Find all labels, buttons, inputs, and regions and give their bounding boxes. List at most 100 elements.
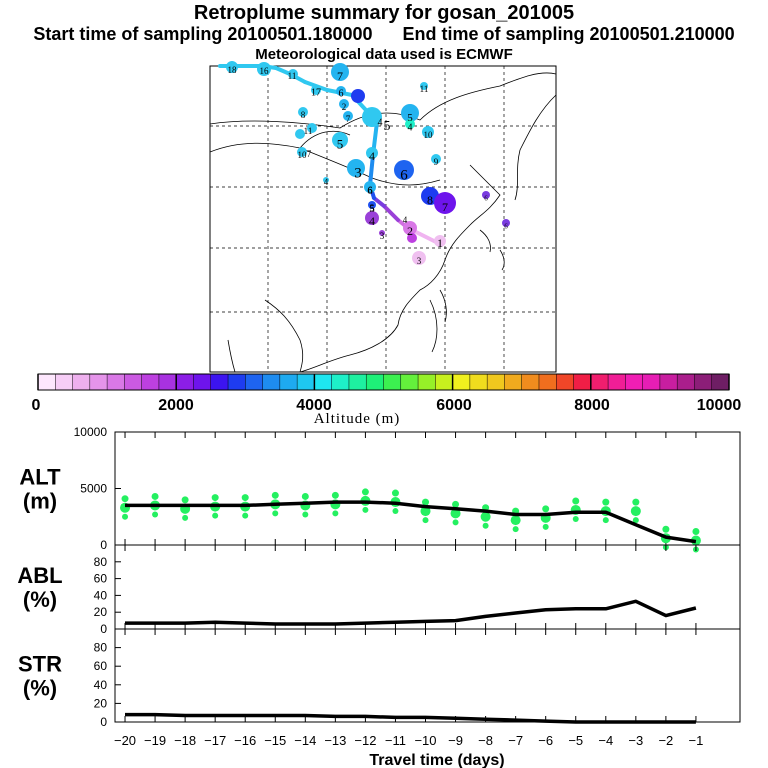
trajectory-cluster-dot-34: [412, 251, 426, 265]
colorbar-swatch-13: [245, 374, 263, 390]
cluster-label-18: 7: [346, 114, 351, 124]
colorbar-tick-10000: 10000: [697, 397, 742, 414]
trajectory-cluster-dot-10: [297, 147, 307, 157]
alt-scatter-dot-lower-13: [482, 522, 489, 529]
alt-scatter-dot-13: [480, 511, 491, 522]
map-coastline-2: [299, 130, 351, 149]
cluster-label-16: 6: [339, 89, 344, 100]
alt-scatter-dot-lower-18: [632, 517, 639, 524]
cluster-label-8: 3: [354, 165, 362, 181]
cluster-label-28: 9: [434, 157, 439, 167]
alt-scatter-dot-lower-16: [572, 515, 579, 522]
panel-abl-ytick-label-80: 80: [94, 555, 108, 569]
xtick-label--7: −7: [508, 733, 523, 748]
cluster-label-15: 7: [337, 69, 343, 83]
panel-str-ylabel-line1: STR: [18, 652, 62, 677]
xtick-label--8: −8: [478, 733, 493, 748]
colorbar-swatch-35: [625, 374, 644, 390]
cluster-label-26: 4: [408, 123, 413, 134]
trajectory-cluster-dot-12: [307, 123, 317, 133]
alt-scatter-dot-upper-16: [572, 497, 580, 505]
colorbar-swatch-29: [521, 374, 540, 390]
trajectory-cluster-dot-16: [336, 86, 346, 96]
cluster-label-29: 6: [400, 167, 408, 183]
cluster-label-22: 18: [228, 65, 238, 75]
map-coastline-11: [439, 289, 447, 323]
colorbar-swatch-39: [694, 374, 713, 390]
map-coastline-3: [514, 94, 557, 201]
trajectory-cluster-dot-3: [379, 230, 385, 236]
xtick-label--11: −11: [385, 733, 406, 748]
cluster-label-24: 5: [384, 119, 391, 134]
alt-scatter-dot-upper-18: [632, 498, 640, 506]
panel-abl-line: [125, 599, 697, 626]
x-axis-title: Travel time (days): [369, 752, 504, 768]
trajectory-cluster-dot-22: [226, 61, 238, 73]
colorbar-swatch-28: [504, 374, 523, 390]
alt-scatter-dot-upper-10: [391, 489, 399, 497]
alt-scatter-dot-upper-3: [181, 496, 189, 504]
trajectory-cluster-dot-6: [364, 181, 376, 193]
colorbar-swatch-21: [383, 374, 402, 390]
cluster-label-13: 7: [307, 149, 312, 159]
alt-scatter-dot-lower-7: [302, 511, 309, 518]
panel-str-ytick-label-20: 20: [94, 696, 108, 710]
colorbar-swatch-37: [659, 374, 678, 390]
map-coastline-8: [227, 339, 236, 373]
map-coastline-10: [499, 249, 505, 271]
colorbar-swatch-3: [72, 374, 91, 390]
colorbar-swatch-40: [711, 374, 730, 390]
xtick-label--14: −14: [294, 733, 316, 748]
alt-scatter-dot-upper-5: [241, 494, 249, 502]
cluster-label-23: 4: [378, 118, 383, 129]
trajectory-cluster-dot-1: [434, 235, 446, 247]
trajectory-segment-3: [382, 204, 400, 222]
colorbar-swatch-34: [608, 374, 626, 390]
colorbar-swatch-26: [469, 374, 488, 390]
trajectory-cluster-dot-19: [311, 85, 321, 95]
altitude-colorbar: 0 2000 4000 6000 8000 10000 Altitude (m): [32, 373, 742, 427]
alt-scatter-dot-lower-12: [452, 519, 459, 526]
panel-str-ytick-label-0: 0: [100, 715, 107, 729]
cluster-label-36: 5: [370, 203, 375, 213]
alt-scatter-dot-lower-8: [332, 510, 339, 517]
colorbar-swatch-5: [107, 374, 125, 390]
alt-scatter-dot-11: [420, 506, 431, 517]
start-time-label: Start time of sampling 20100501.180000: [33, 24, 373, 44]
alt-scatter-dot-upper-17: [602, 498, 610, 506]
trajectory-cluster-dot-13: [298, 107, 308, 117]
colorbar-swatch-4: [89, 374, 108, 390]
xtick-label--18: −18: [174, 733, 196, 748]
colorbar-swatch-22: [400, 374, 419, 390]
trajectory-cluster-dot-29: [394, 160, 414, 180]
trajectory-cluster-dot-21: [257, 62, 271, 76]
panel-alt-line: [125, 500, 697, 544]
colorbar-swatch-10: [193, 374, 212, 390]
colorbar-tick-6000: 6000: [436, 397, 472, 414]
cluster-label-9: 5: [337, 137, 344, 152]
alt-scatter-dot-lower-6: [272, 510, 279, 517]
colorbar-tick-4000: 4000: [296, 397, 332, 414]
panel-abl-frame: [114, 544, 741, 630]
trajectory-segment-6: [368, 153, 375, 187]
colorbar-swatch-8: [158, 374, 177, 390]
cluster-label-20: 11: [288, 71, 297, 81]
cluster-label-38: 4: [403, 215, 408, 225]
trajectory-cluster-dot-14: [323, 177, 329, 183]
alt-scatter-dot-upper-7: [301, 492, 309, 500]
panel-abl-ytick-label-40: 40: [94, 588, 108, 602]
panel-abl-ylabel-line2: (%): [23, 587, 57, 612]
xtick-label--6: −6: [538, 733, 553, 748]
xtick-label--4: −4: [598, 733, 613, 748]
trajectory-cluster-dot-25: [401, 104, 419, 122]
panel-abl-ytick-label-20: 20: [94, 605, 108, 619]
cluster-label-31: 7: [442, 200, 448, 214]
colorbar-swatch-31: [556, 374, 574, 390]
panel-str-ytick-label-40: 40: [94, 678, 108, 692]
trajectory-cluster-dot-4: [365, 211, 379, 225]
cluster-label-32: 6: [484, 194, 488, 202]
colorbar-tick-2000: 2000: [158, 397, 194, 414]
xtick-label--15: −15: [264, 733, 286, 748]
alt-scatter-dot-upper-2: [151, 492, 159, 500]
